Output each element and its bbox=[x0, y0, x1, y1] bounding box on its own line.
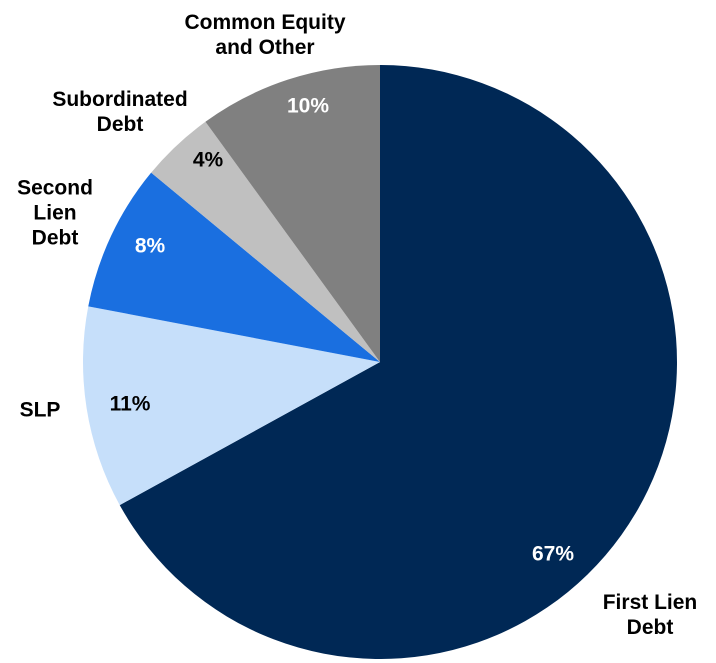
category-label: Common Equity and Other bbox=[184, 11, 346, 59]
value-label: 11% bbox=[110, 393, 151, 416]
value-label: 4% bbox=[193, 149, 224, 172]
pie-slice bbox=[88, 172, 381, 362]
pie-slice bbox=[119, 65, 677, 660]
category-label: SLP bbox=[19, 398, 61, 422]
value-label: 67% bbox=[532, 543, 574, 566]
value-label: 10% bbox=[287, 95, 329, 118]
pie-slice bbox=[83, 306, 380, 506]
pie-slice bbox=[151, 121, 380, 362]
value-label: 8% bbox=[135, 235, 166, 258]
category-label: Second Lien Debt bbox=[17, 176, 93, 250]
category-label: Subordinated Debt bbox=[52, 88, 188, 136]
category-label: First Lien Debt bbox=[602, 591, 698, 639]
pie-slice bbox=[205, 65, 380, 362]
